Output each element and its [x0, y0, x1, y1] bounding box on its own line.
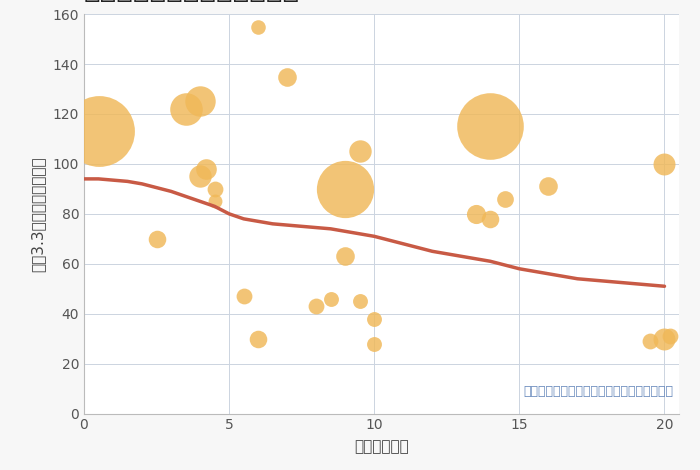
Point: [369, 340, 380, 347]
Point: [209, 185, 220, 193]
Point: [281, 73, 293, 80]
Text: 奈良県奈良市高樋町の
駅距離別中古マンション価格: 奈良県奈良市高樋町の 駅距離別中古マンション価格: [84, 0, 300, 3]
Point: [484, 123, 496, 130]
Point: [665, 332, 676, 340]
Point: [645, 337, 656, 345]
Point: [542, 183, 554, 190]
Point: [470, 210, 482, 218]
Point: [195, 98, 206, 105]
Point: [354, 148, 365, 155]
Point: [325, 295, 336, 303]
Point: [195, 172, 206, 180]
Point: [484, 215, 496, 223]
X-axis label: 駅距離（分）: 駅距離（分）: [354, 439, 409, 454]
Point: [659, 160, 670, 168]
Point: [499, 195, 510, 203]
Point: [253, 335, 264, 343]
Point: [209, 197, 220, 205]
Point: [340, 252, 351, 260]
Point: [93, 128, 104, 135]
Point: [151, 235, 162, 243]
Point: [340, 185, 351, 193]
Point: [200, 165, 211, 172]
Text: 円の大きさは、取引のあった物件面積を示す: 円の大きさは、取引のあった物件面積を示す: [523, 384, 673, 398]
Point: [369, 315, 380, 322]
Point: [354, 298, 365, 305]
Point: [238, 292, 249, 300]
Point: [180, 105, 191, 113]
Y-axis label: 坪（3.3㎡）単価（万円）: 坪（3.3㎡）単価（万円）: [31, 156, 46, 272]
Point: [253, 23, 264, 31]
Point: [659, 335, 670, 343]
Point: [311, 303, 322, 310]
